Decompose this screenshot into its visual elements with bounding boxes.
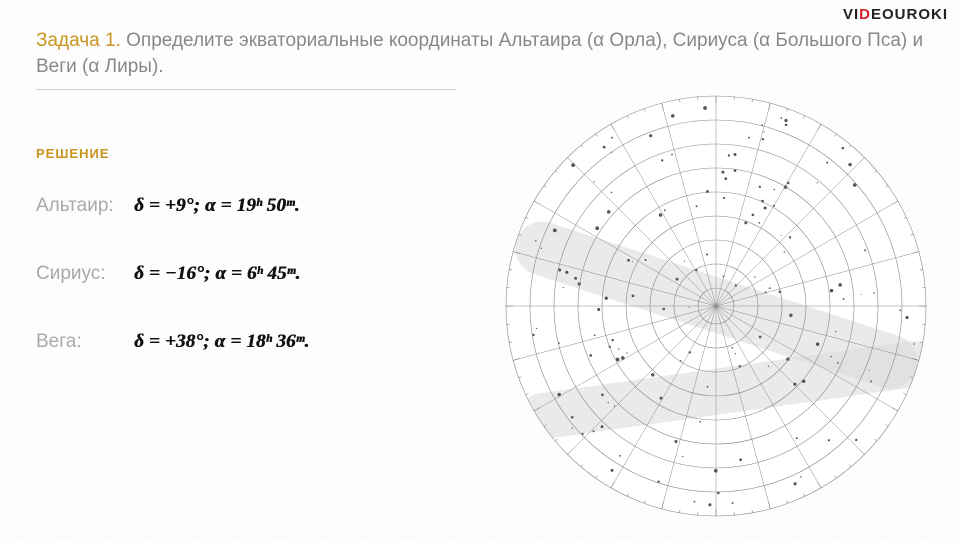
star-chart-svg <box>496 86 936 526</box>
task-block: Задача 1. Определите экваториальные коор… <box>36 28 924 90</box>
watermark-logo: VIDEOUROKI <box>843 6 948 23</box>
task-text-line: Задача 1. Определите экваториальные коор… <box>36 28 924 79</box>
divider <box>36 89 456 90</box>
watermark-accent: D <box>859 6 871 23</box>
watermark-post: EOUROKI <box>871 6 948 23</box>
task-label: Задача 1. <box>36 30 121 51</box>
answer-coords: δ = −16°; α = 6ʰ 45ᵐ. <box>134 263 300 285</box>
answer-coords: δ = +9°; α = 19ʰ 50ᵐ. <box>134 195 300 217</box>
answer-star-name: Вега: <box>36 331 128 353</box>
answer-coords: δ = +38°; α = 18ʰ 36ᵐ. <box>134 331 309 353</box>
answer-star-name: Сириус: <box>36 263 128 285</box>
task-body: Определите экваториальные координаты Аль… <box>36 30 923 77</box>
star-chart <box>486 86 946 526</box>
watermark-pre: VI <box>843 6 859 23</box>
answer-star-name: Альтаир: <box>36 195 128 217</box>
